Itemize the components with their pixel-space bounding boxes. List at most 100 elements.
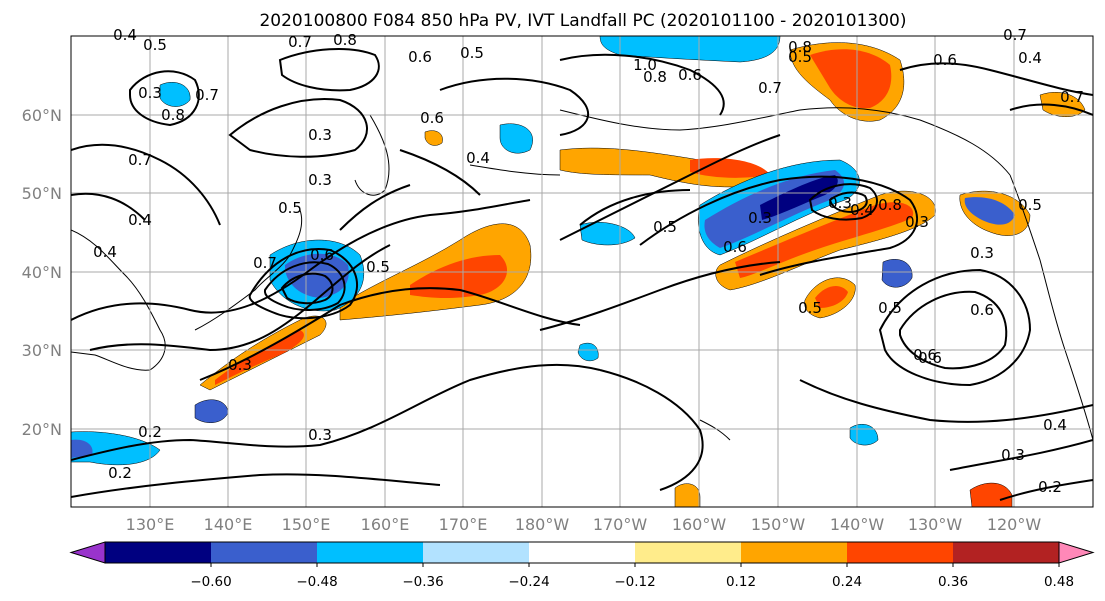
map-title: 2020100800 F084 850 hPa PV, IVT Landfall… [259,11,906,31]
contour-label: 0.3 [308,171,332,189]
pv-contour [71,473,441,498]
colorbar-segment [635,542,741,563]
contour-label: 0.3 [748,209,772,227]
pv-contour [339,184,411,231]
contour-label: 0.6 [970,301,994,319]
pv-contour [89,244,391,352]
contour-label: 0.7 [128,151,152,169]
colorbar-tick-label: 0.24 [832,574,862,590]
contour-label: 0.7 [288,33,312,51]
contour-labels: 0.40.5 0.80.70.6 0.5 0.81.00.8 0.60.50.70.60… [93,26,1084,496]
anomaly-patch [215,330,304,385]
longitude-tick-label: 150°E [282,515,331,534]
longitude-tick-label: 120°W [987,515,1042,534]
contour-label: 0.7 [758,79,782,97]
hawaii [699,419,731,441]
contour-label: 0.5 [143,36,167,54]
contour-label: 0.8 [161,106,185,124]
pv-contour [399,149,481,196]
pv-contour [439,77,590,136]
pv-contour [228,98,368,158]
anomaly-patch [1039,92,1086,117]
longitude-tick-label: 170°W [593,515,648,534]
longitude-labels: 130°E 140°E 150°E 160°E 170°E 180°W 170°W 160°W… [126,515,1042,534]
contour-label: 0.6 [913,346,937,364]
contour-label: 0.8 [643,68,667,86]
longitude-tick-label: 140°W [830,515,885,534]
contour-label: 0.6 [933,51,957,69]
anomaly-patch [881,259,913,288]
pv-contour [878,268,1032,387]
contour-label: 0.4 [466,149,490,167]
contour-label: 0.4 [93,243,117,261]
anomaly-patch [690,158,770,178]
pv-contour [808,183,878,221]
colorbar-segment [317,542,423,563]
latitude-tick-label: 20°N [22,420,62,439]
contour-label: 0.5 [788,48,812,66]
contour-label: 0.4 [128,211,152,229]
contour-label: 0.5 [653,218,677,236]
contour-label: 0.3 [905,213,929,231]
contour-label: 0.4 [1043,416,1067,434]
aleutians [469,164,561,176]
contour-label: 0.8 [333,31,357,49]
contour-label: 0.3 [970,244,994,262]
contour-label: 0.6 [408,48,432,66]
pv-contour [71,199,531,321]
colorbar-tick-label: −0.48 [296,574,337,590]
latitude-tick-label: 60°N [22,106,62,125]
longitude-tick-label: 160°E [361,515,410,534]
contour-label: 0.5 [798,299,822,317]
pv-contour [559,53,725,116]
contour-label: 0.8 [878,196,902,214]
longitude-tick-label: 160°W [672,515,727,534]
coastline-asia [71,229,166,371]
longitude-tick-label: 140°E [204,515,253,534]
longitude-tick-label: 130°E [126,515,175,534]
colorbar: −0.60 −0.48 −0.36 −0.24 −0.12 0.12 0.24 0.36 0.4… [69,541,1095,590]
pv-contour [71,363,601,461]
anomaly-patch [499,123,533,154]
pv-contour [949,439,1093,471]
anomaly-patch [735,202,914,278]
colorbar-extend-low [69,541,106,564]
anomaly-patch [159,82,191,107]
pv-contour [129,70,200,127]
contour-label: 0.5 [878,299,902,317]
coastlines [71,107,1093,441]
pv-contour [639,175,919,276]
contour-label: 0.7 [1003,26,1027,44]
map-frame [70,35,1094,508]
colorbar-segment [529,542,635,563]
contour-label: 0.5 [460,44,484,62]
longitude-tick-label: 180°W [515,515,570,534]
contour-label: 0.8 [788,38,812,56]
anomaly-patch [599,36,781,63]
colorbar-tick-label: −0.60 [190,574,231,590]
anomaly-patch [760,175,838,220]
contour-label: 0.2 [108,464,132,482]
contour-label: 0.5 [1018,196,1042,214]
longitude-tick-label: 130°W [908,515,963,534]
pv-contour [278,47,380,92]
anomaly-patch [71,439,93,458]
pv-contour [599,369,704,491]
colorbar-segment [211,542,317,563]
contour-label: 0.6 [723,238,747,256]
pv-contour [999,479,1093,501]
longitude-tick-label: 150°W [751,515,806,534]
colorbar-segment [741,542,847,563]
contour-label: 0.3 [308,126,332,144]
anomaly-patch [969,482,1013,507]
colorbar-tick-label: 0.36 [938,574,968,590]
anomaly-patch [815,286,848,308]
anomaly-patch [577,342,599,362]
contour-label: 0.7 [253,254,277,272]
contour-label: 0.3 [308,426,332,444]
pv-contour [828,191,868,214]
longitude-tick-label: 170°E [439,515,488,534]
contour-label: 0.3 [228,356,252,374]
contour-label: 0.6 [678,66,702,84]
pv-contour [899,62,1093,96]
